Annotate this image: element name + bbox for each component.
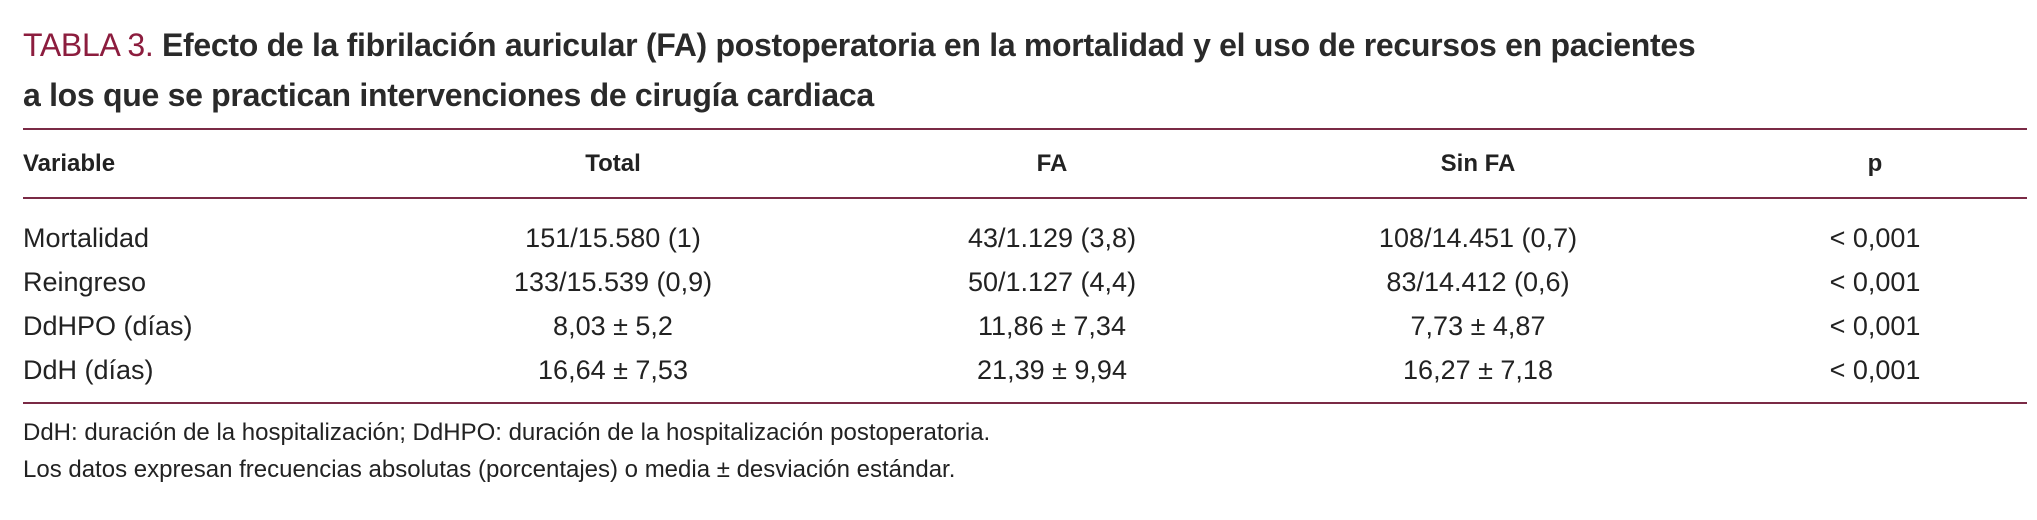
table-cell: DdHPO (días) bbox=[23, 311, 193, 341]
table-cell: 21,39 ± 9,94 bbox=[977, 355, 1127, 385]
table-row: DdHPO (días) 8,03 ± 5,2 11,86 ± 7,34 7,73 ±… bbox=[23, 306, 2027, 346]
table-cell: 11,86 ± 7,34 bbox=[978, 311, 1126, 341]
top-rule bbox=[23, 128, 2027, 130]
title-label: TABLA 3. bbox=[23, 27, 154, 63]
header-rule bbox=[23, 197, 2027, 199]
column-header: Sin FA bbox=[1440, 150, 1516, 177]
column-header: Total bbox=[585, 150, 641, 177]
column-header: Variable bbox=[23, 150, 116, 177]
table-cell: < 0,001 bbox=[1829, 223, 1921, 253]
table-row: DdH (días) 16,64 ± 7,53 21,39 ± 9,94 16,27 … bbox=[23, 350, 2027, 390]
footnote: Los datos expresan frecuencias absolutas… bbox=[23, 456, 956, 483]
column-header: p bbox=[1867, 150, 1883, 177]
table-cell: 50/1.127 (4,4) bbox=[967, 267, 1137, 297]
table-cell: 133/15.539 (0,9) bbox=[513, 267, 713, 297]
table-cell: 83/14.412 (0,6) bbox=[1386, 267, 1570, 297]
table-cell: DdH (días) bbox=[23, 355, 154, 385]
header-row: Variable Total FA Sin FA p bbox=[23, 144, 2027, 184]
table-cell: Mortalidad bbox=[23, 223, 150, 253]
table-cell: 16,27 ± 7,18 bbox=[1403, 355, 1553, 385]
table-title: TABLA 3. Efecto de la fibrilación auricu… bbox=[23, 20, 2033, 120]
table-cell: 43/1.129 (3,8) bbox=[967, 223, 1137, 253]
table-cell: Reingreso bbox=[23, 267, 147, 297]
title-line: Efecto de la fibrilación auricular (FA) … bbox=[162, 27, 1696, 63]
table-cell: < 0,001 bbox=[1829, 267, 1921, 297]
table-cell: 16,64 ± 7,53 bbox=[538, 355, 688, 385]
bottom-rule bbox=[23, 402, 2027, 404]
title-line: a los que se practican intervenciones de… bbox=[23, 77, 874, 113]
table-cell: 8,03 ± 5,2 bbox=[553, 311, 673, 341]
column-header: FA bbox=[1036, 150, 1068, 177]
table-cell: 151/15.580 (1) bbox=[525, 223, 701, 253]
table-cell: < 0,001 bbox=[1829, 355, 1921, 385]
table-row: Mortalidad 151/15.580 (1) 43/1.129 (3,8) 10… bbox=[23, 218, 2027, 258]
table-cell: < 0,001 bbox=[1829, 311, 1921, 341]
footnote: DdH: duración de la hospitalización; DdH… bbox=[23, 419, 991, 446]
table-row: Reingreso 133/15.539 (0,9) 50/1.127 (4,4) 8… bbox=[23, 262, 2027, 302]
table-cell: 7,73 ± 4,87 bbox=[1410, 311, 1546, 341]
table-cell: 108/14.451 (0,7) bbox=[1378, 223, 1578, 253]
